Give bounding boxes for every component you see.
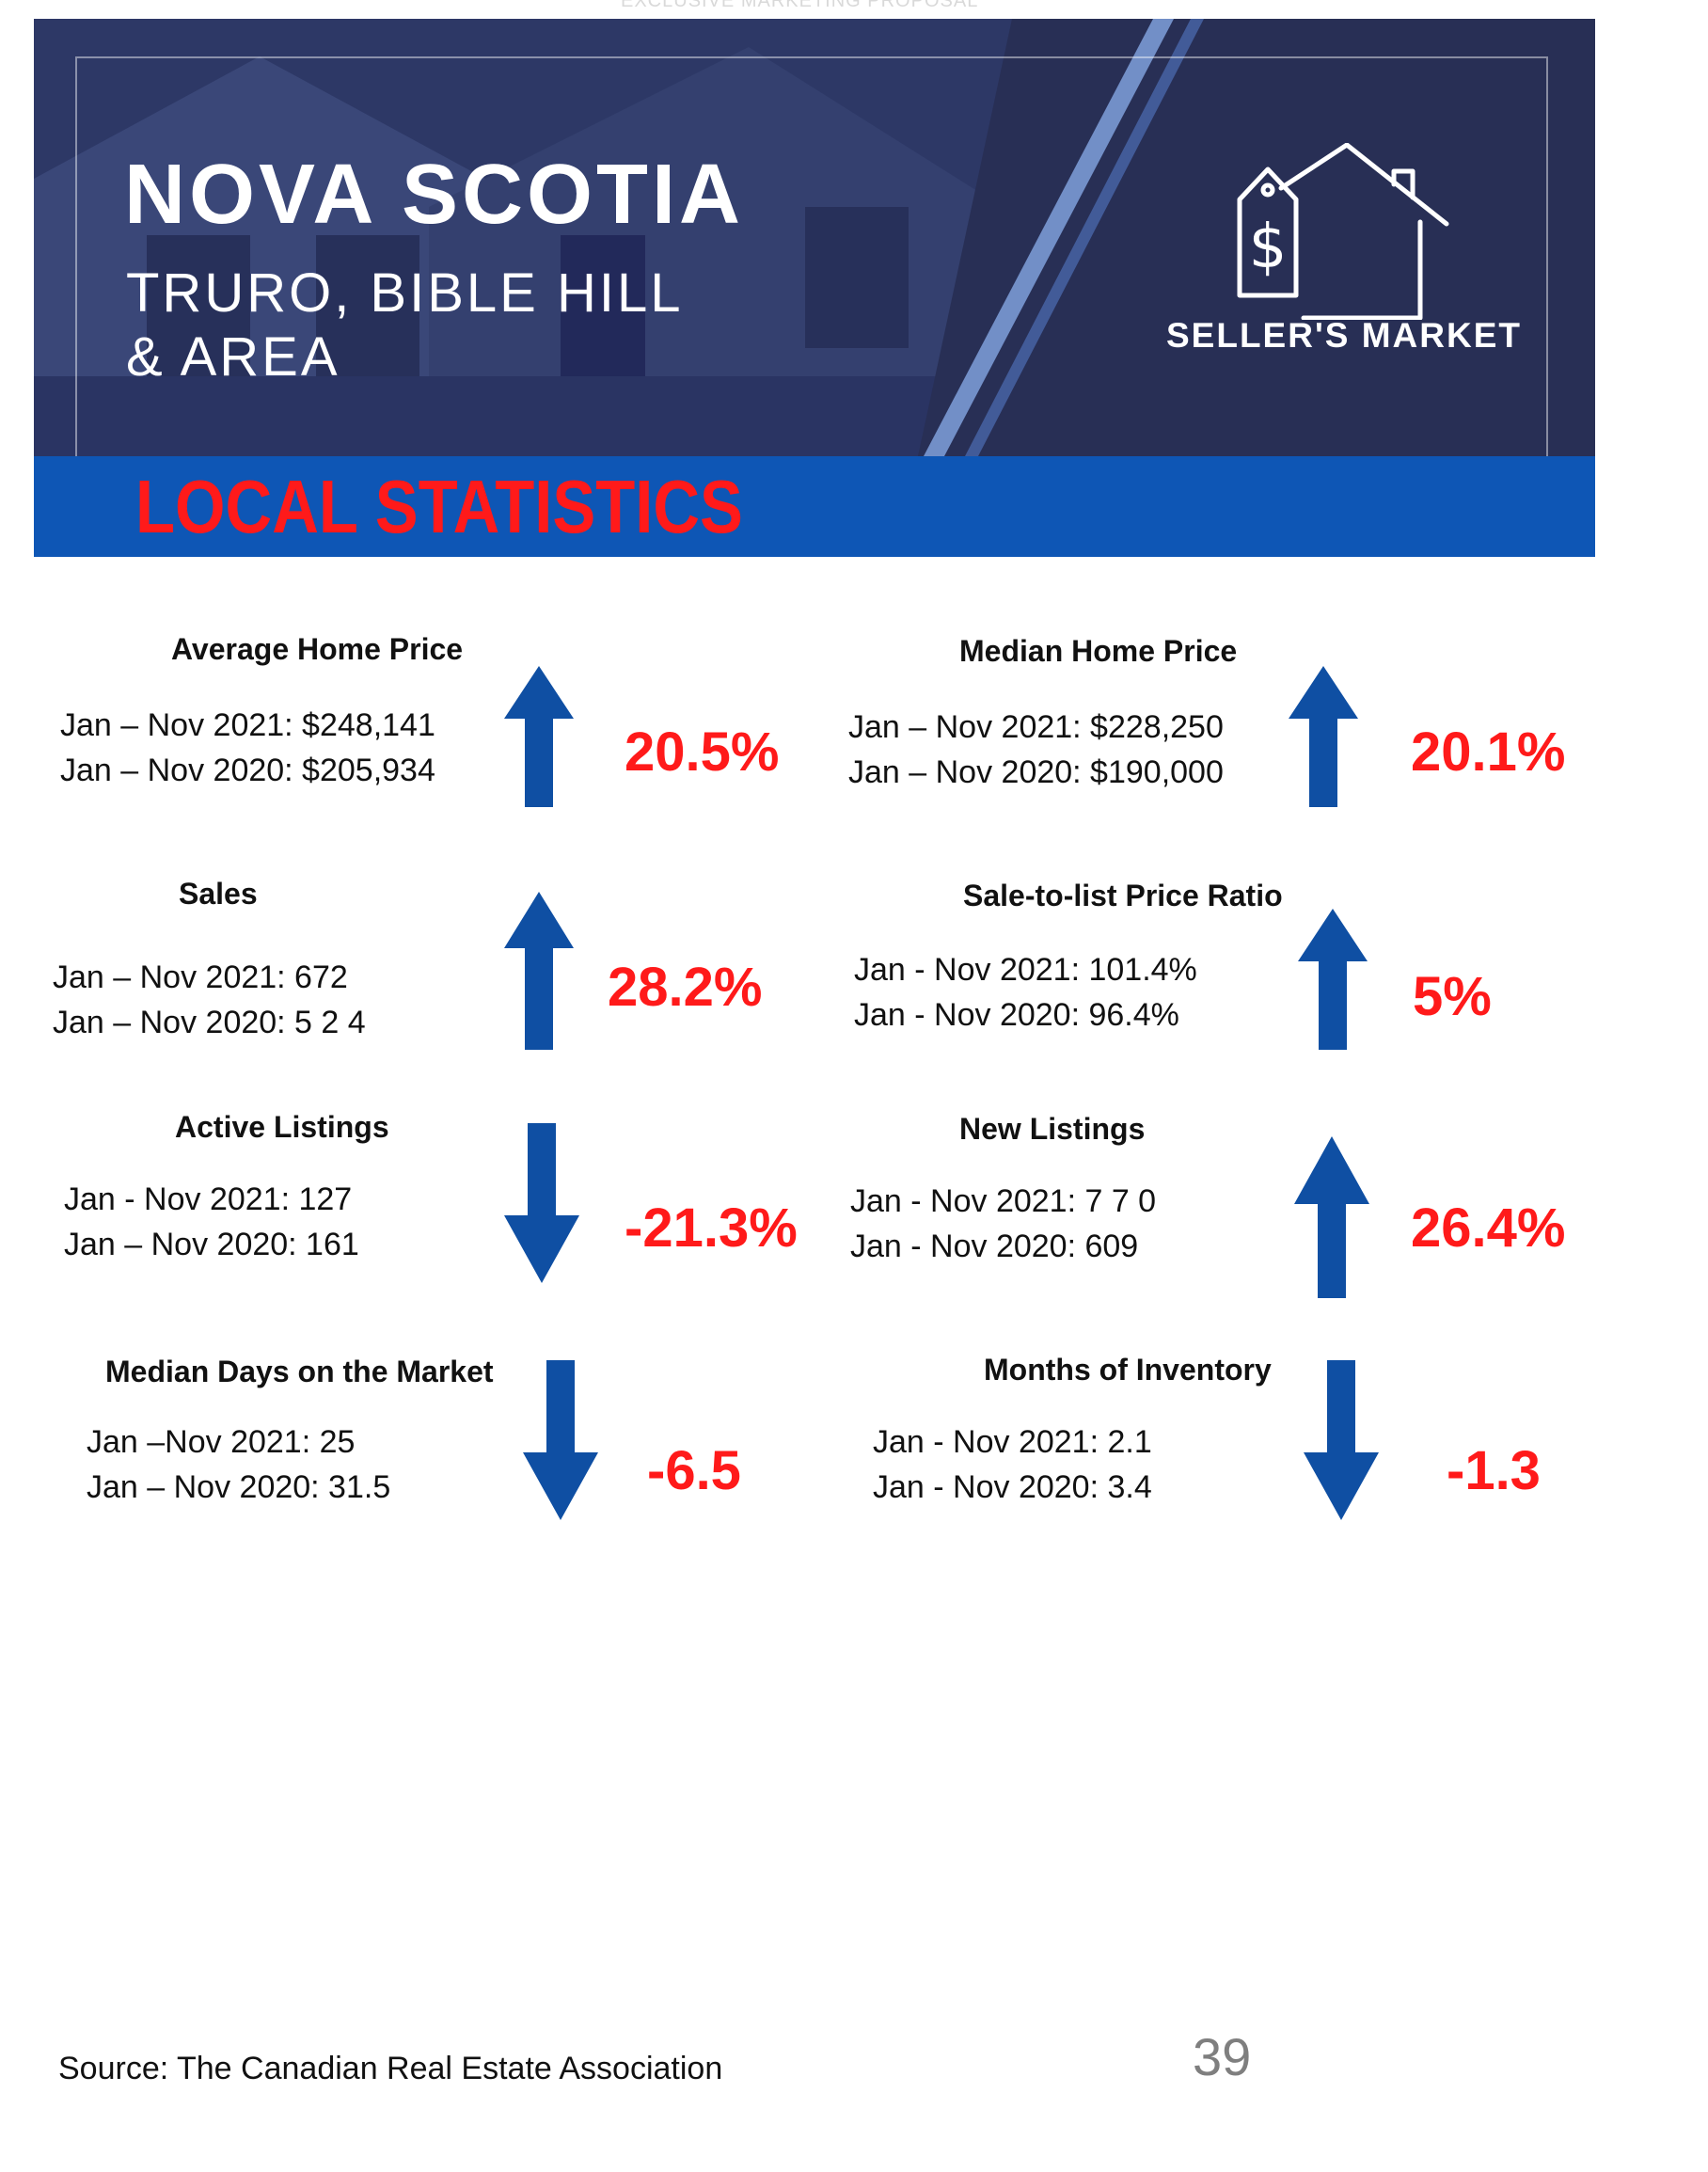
stat-title: Median Home Price	[959, 634, 1238, 668]
down-arrow-icon	[523, 1360, 598, 1520]
house-price-tag-icon: $	[1237, 143, 1449, 320]
stat-change: -6.5	[647, 1440, 741, 1501]
down-arrow-icon	[504, 1123, 579, 1283]
stat-line-2021: Jan - Nov 2021: 7 7 0	[850, 1183, 1157, 1219]
stat-title: Average Home Price	[171, 632, 464, 666]
top-note: EXCLUSIVE MARKETING PROPOSAL	[621, 0, 979, 11]
hero-banner: NOVA SCOTIA TRURO, BIBLE HILL & AREA $ S…	[34, 19, 1595, 456]
stat-line-2020: Jan – Nov 2020: 161	[64, 1227, 359, 1262]
stat-line-2021: Jan - Nov 2021: 101.4%	[854, 952, 1197, 988]
stat-change: 20.5%	[625, 721, 780, 783]
stat-title: Sales	[179, 877, 258, 911]
up-arrow-icon	[504, 666, 574, 807]
hero-title: NOVA SCOTIA	[124, 148, 745, 242]
hero-subtitle: TRURO, BIBLE HILL & AREA	[126, 262, 683, 389]
stat-change: 5%	[1413, 966, 1492, 1027]
hero-subtitle-line2: & AREA	[126, 326, 340, 388]
stat-title: New Listings	[959, 1112, 1146, 1146]
stat-change: 28.2%	[608, 957, 763, 1018]
up-arrow-icon	[1289, 666, 1358, 807]
stat-line-2020: Jan – Nov 2020: $205,934	[60, 753, 435, 788]
down-arrow-icon	[1304, 1360, 1379, 1520]
stat-line-2020: Jan – Nov 2020: 5 2 4	[53, 1005, 366, 1040]
stat-line-2020: Jan - Nov 2020: 96.4%	[854, 997, 1179, 1033]
sellers-market-label: SELLER'S MARKET	[1166, 316, 1522, 355]
section-title: LOCAL STATISTICS	[135, 465, 743, 548]
stat-line-2021: Jan –Nov 2021: 25	[87, 1424, 356, 1460]
up-arrow-icon	[1298, 909, 1368, 1050]
stat-line-2020: Jan – Nov 2020: 31.5	[87, 1469, 391, 1505]
up-arrow-icon	[504, 892, 574, 1050]
stat-line-2021: Jan – Nov 2021: $248,141	[60, 707, 435, 743]
up-arrow-icon	[1294, 1136, 1369, 1298]
stat-title: Months of Inventory	[984, 1353, 1272, 1387]
hero-subtitle-line1: TRURO, BIBLE HILL	[126, 262, 684, 324]
hero-background-image	[34, 19, 1595, 456]
stat-line-2020: Jan - Nov 2020: 609	[850, 1229, 1139, 1264]
page-number: 39	[1193, 2027, 1252, 2086]
stat-change: -1.3	[1447, 1440, 1541, 1501]
stat-line-2021: Jan - Nov 2021: 127	[64, 1181, 353, 1217]
stat-change: 26.4%	[1411, 1197, 1566, 1259]
stat-line-2021: Jan - Nov 2021: 2.1	[873, 1424, 1152, 1460]
stat-title: Sale-to-list Price Ratio	[963, 879, 1283, 912]
stat-line-2020: Jan – Nov 2020: $190,000	[848, 754, 1224, 790]
stat-line-2021: Jan – Nov 2021: $228,250	[848, 709, 1224, 745]
stat-line-2020: Jan - Nov 2020: 3.4	[873, 1469, 1152, 1505]
hero-frame	[75, 56, 1548, 456]
stat-title: Active Listings	[175, 1110, 389, 1144]
stat-change: -21.3%	[625, 1197, 798, 1259]
svg-text:$: $	[1249, 213, 1288, 282]
stat-change: 20.1%	[1411, 721, 1566, 783]
stat-line-2021: Jan – Nov 2021: 672	[53, 959, 348, 995]
section-band: LOCAL STATISTICS	[34, 456, 1595, 557]
stat-title: Median Days on the Market	[105, 1355, 494, 1388]
source-note: Source: The Canadian Real Estate Associa…	[58, 2051, 723, 2086]
